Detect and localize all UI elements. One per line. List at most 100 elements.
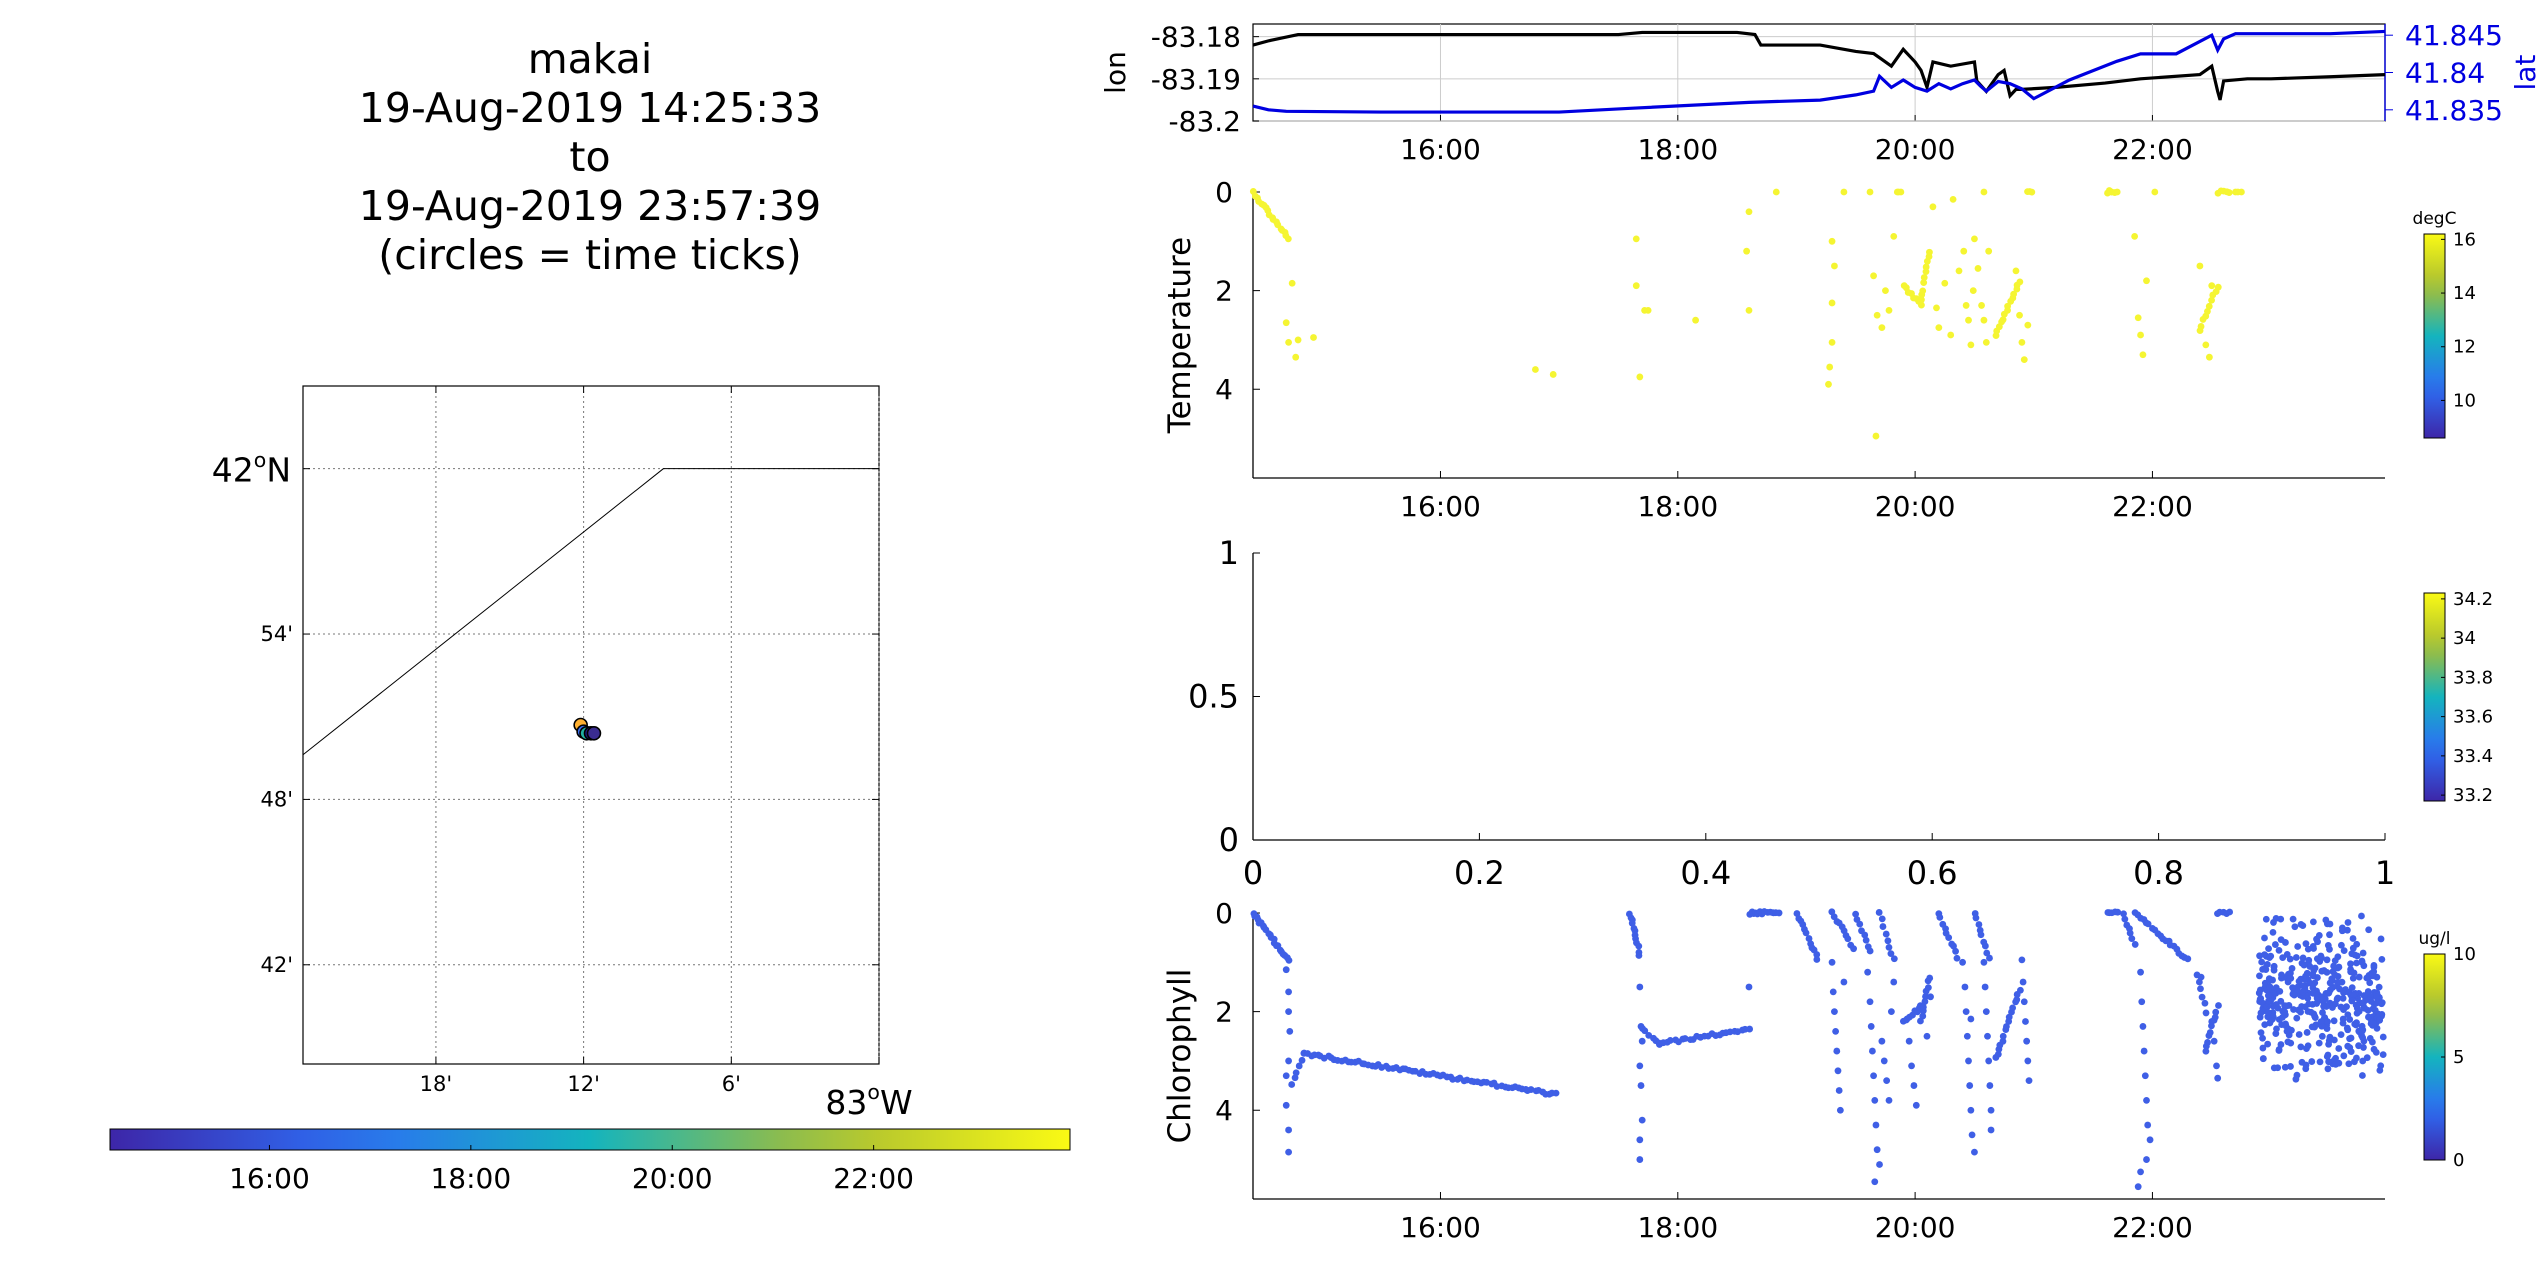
- chlorophyll-panel-point: [2337, 1031, 2345, 1039]
- chlorophyll-panel-y-tick-label: 2: [1215, 996, 1233, 1029]
- chlorophyll-panel-point: [2184, 955, 2192, 963]
- temperature-panel-colorbar-label: degC: [2413, 209, 2457, 229]
- temperature-panel-point: [1982, 338, 1990, 346]
- chlorophyll-panel-point: [2348, 950, 2356, 958]
- temperature-panel-point: [2016, 278, 2024, 286]
- empty-panel-x-tick-label: 0.6: [1907, 854, 1958, 892]
- chlorophyll-panel-point: [2255, 989, 2263, 997]
- chlorophyll-panel-point: [2302, 1065, 2310, 1073]
- chlorophyll-panel-point: [1967, 1015, 1975, 1023]
- chlorophyll-panel-point: [2206, 1029, 2214, 1036]
- chlorophyll-panel-point: [2340, 947, 2348, 954]
- chlorophyll-panel-point: [1926, 974, 1934, 982]
- chlorophyll-panel-point: [2299, 954, 2307, 962]
- chlorophyll-panel-point: [1681, 1035, 1689, 1042]
- chlorophyll-panel-point: [1971, 1148, 1978, 1156]
- temperature-panel-point: [1745, 208, 1753, 216]
- empty-panel-y-tick-label: 0.5: [1188, 678, 1239, 716]
- temperature-panel-y-tick-label: 0: [1215, 176, 1233, 209]
- temperature-panel: 0 2 4 16:00 18:00 20:00 22:00 Temperature: [1162, 176, 2385, 523]
- chlorophyll-panel-point: [2338, 927, 2346, 935]
- chlorophyll-panel-point: [2204, 1039, 2211, 1046]
- chlorophyll-panel-point: [2272, 984, 2280, 992]
- chlorophyll-panel-point: [2337, 1003, 2345, 1011]
- chlorophyll-panel-point: [1850, 945, 1857, 953]
- chlorophyll-panel-points: [1250, 908, 2387, 1191]
- chlorophyll-panel-point: [2270, 963, 2278, 971]
- temperature-panel-point: [1933, 304, 1940, 312]
- temperature-panel-point: [2134, 314, 2142, 322]
- chlorophyll-panel-point: [1862, 936, 1870, 944]
- chlorophyll-panel-colorbar-tick-label: 10: [2453, 944, 2476, 965]
- map-frame: [302, 385, 880, 1065]
- chlorophyll-panel-point: [2024, 1057, 2032, 1065]
- title-line-to: to: [569, 133, 611, 181]
- chlorophyll-panel-point: [1922, 993, 1929, 1000]
- chlorophyll-panel-point: [2137, 968, 2144, 976]
- chlorophyll-panel-point: [2126, 929, 2134, 937]
- chlorophyll-panel-point: [2139, 1023, 2147, 1030]
- temperature-panel-point: [1828, 299, 1836, 307]
- time-colorbar-label: 16:00: [229, 1162, 310, 1195]
- chlorophyll-panel-point: [2363, 974, 2371, 982]
- chlorophyll-panel-point: [2324, 941, 2332, 949]
- chlorophyll-panel-point: [2368, 1038, 2376, 1046]
- map-lon-label: 12': [567, 1072, 600, 1096]
- chlorophyll-panel-point: [2355, 1042, 2362, 1050]
- empty-panel: 0 0.2 0.4 0.6 0.8 1 1 0.5 0: [1188, 534, 2395, 892]
- chlorophyll-panel-point: [2298, 988, 2306, 996]
- chlorophyll-panel-point: [1963, 1032, 1971, 1040]
- chlorophyll-panel-point: [1298, 1056, 1306, 1064]
- empty-panel-y-tick-label: 1: [1219, 534, 1239, 572]
- chlorophyll-panel-point: [1919, 1003, 1927, 1011]
- chlorophyll-panel-point: [2343, 1024, 2351, 1032]
- temperature-panel-colorbar-tick-label: 14: [2453, 283, 2476, 304]
- chlorophyll-panel-point: [2317, 952, 2325, 960]
- chlorophyll-panel-point: [2261, 964, 2269, 972]
- chlorophyll-panel-point: [1981, 983, 1989, 991]
- chlorophyll-panel-point: [1285, 956, 1293, 964]
- temperature-panel-point: [2028, 188, 2036, 196]
- temperature-panel-point: [1636, 373, 1644, 381]
- chlorophyll-panel-point: [2330, 1036, 2338, 1044]
- temperature-panel-point: [1922, 263, 1930, 271]
- chlorophyll-panel-point: [2304, 945, 2312, 953]
- chlorophyll-panel-point: [2326, 920, 2334, 928]
- temperature-panel-point: [1828, 237, 1836, 245]
- chlorophyll-panel-point: [2144, 1121, 2152, 1129]
- chlorophyll-panel-point: [2143, 1156, 2150, 1163]
- chlorophyll-panel-point: [2257, 1009, 2265, 1017]
- chlorophyll-panel-point: [2334, 979, 2342, 986]
- temperature-panel-point: [1920, 279, 1928, 287]
- empty-panel-x-tick-label: 1: [2375, 854, 2395, 892]
- chlorophyll-panel-point: [2019, 978, 2027, 986]
- chlorophyll-panel-point: [2335, 1059, 2343, 1067]
- chlorophyll-panel-point: [1835, 1087, 1843, 1094]
- chlorophyll-panel-point: [1856, 920, 1864, 928]
- chlorophyll-panel-point: [2140, 1047, 2148, 1055]
- chlorophyll-panel-point: [1552, 1089, 1560, 1097]
- chlorophyll-panel-x-tick-label: 18:00: [1637, 1211, 1718, 1244]
- chlorophyll-panel-point: [2009, 1004, 2017, 1012]
- chlorophyll-panel-point: [1285, 1126, 1292, 1134]
- temperature-panel-point: [1897, 188, 1905, 196]
- temperature-panel-point: [1825, 380, 1832, 388]
- chlorophyll-panel-point: [2269, 928, 2277, 936]
- salinity-colorbar-tick-label: 33.6: [2453, 707, 2493, 728]
- chlorophyll-panel-point: [2320, 1002, 2327, 1010]
- chlorophyll-panel-point: [2022, 1018, 2029, 1025]
- chlorophyll-panel-point: [1831, 1008, 1838, 1016]
- temperature-panel-point: [1532, 366, 1539, 373]
- title-line-note: (circles = time ticks): [378, 231, 802, 279]
- chlorophyll-panel-point: [1636, 1136, 1644, 1144]
- chlorophyll-panel-point: [2020, 998, 2028, 1006]
- chlorophyll-panel-point: [1635, 942, 1643, 950]
- temperature-panel-point: [1929, 203, 1937, 211]
- temperature-panel-point: [2205, 353, 2213, 361]
- temperature-panel-x-tick-label: 20:00: [1875, 490, 1956, 523]
- temperature-panel-point: [1878, 324, 1886, 332]
- chlorophyll-panel-point: [2330, 1017, 2338, 1025]
- temperature-panel-points: [1249, 187, 2245, 440]
- temperature-panel-axis-label: Temperature: [1162, 237, 1198, 434]
- chlorophyll-panel-point: [1968, 1131, 1976, 1139]
